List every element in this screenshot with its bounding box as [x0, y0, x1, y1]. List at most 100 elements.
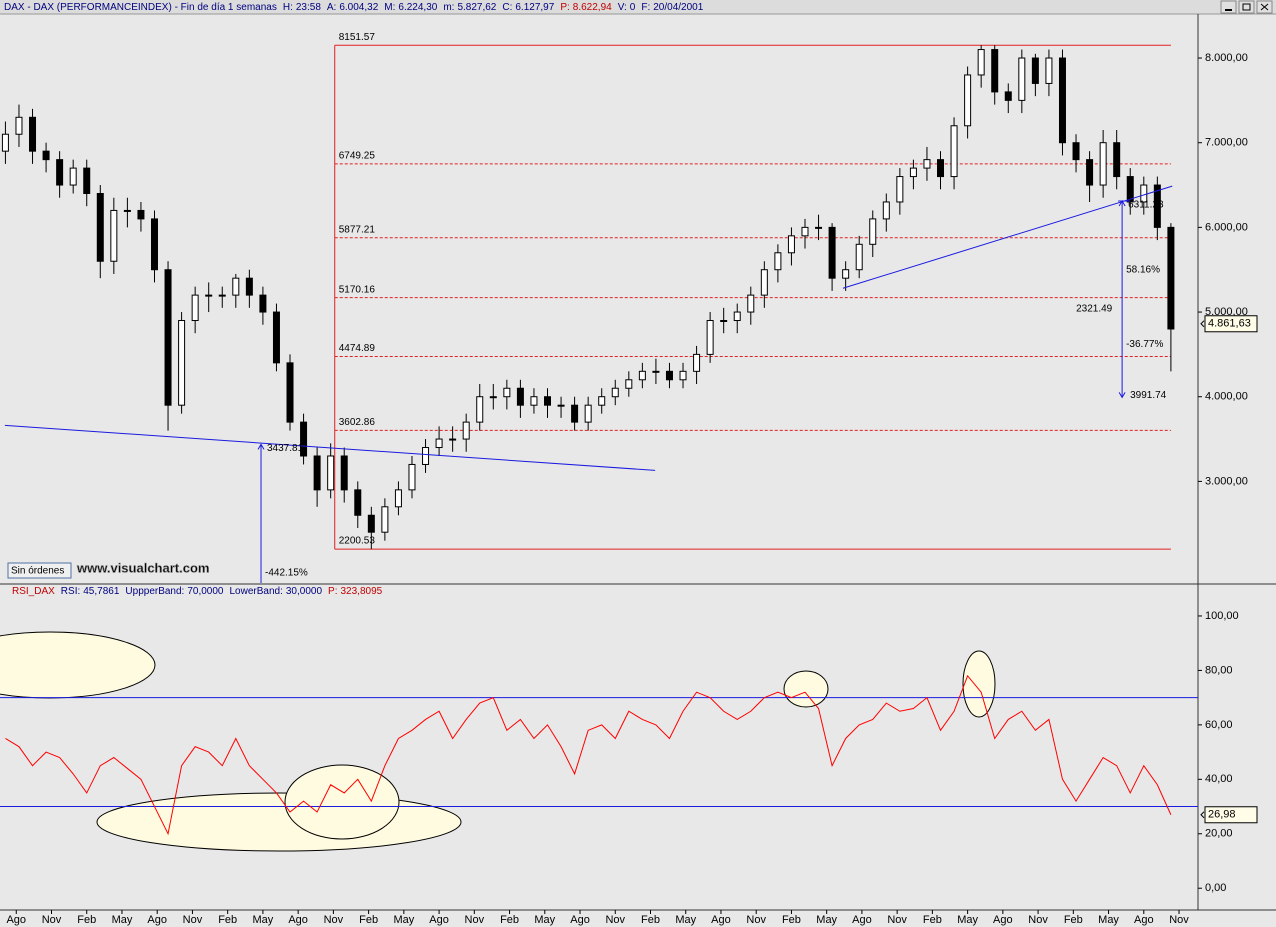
candle-body: [760, 269, 768, 296]
candle-body: [638, 370, 646, 381]
candle-body: [1126, 176, 1134, 203]
window-buttons: [1220, 0, 1273, 14]
fib-label: 8151.57: [339, 32, 376, 43]
candle-body: [598, 396, 606, 406]
restore-icon: [1242, 3, 1251, 11]
x-tick-label: Nov: [42, 914, 62, 926]
candle-body: [367, 514, 375, 533]
info-key: LowerBand:: [230, 586, 283, 597]
candle-body: [896, 176, 904, 203]
candle-body: [15, 116, 23, 135]
candle-body: [42, 150, 50, 161]
x-tick-label: Nov: [1169, 914, 1189, 926]
candle-body: [1113, 142, 1121, 178]
orders-button[interactable]: [7, 562, 72, 579]
candle-body: [611, 387, 619, 398]
x-tick-label: Feb: [77, 914, 96, 926]
minimize-button[interactable]: [1220, 0, 1237, 14]
trendline: [4, 424, 656, 471]
y-tick-label: 5.000,00: [1205, 306, 1248, 318]
info-value: 20/04/2001: [653, 2, 703, 13]
candle-body: [422, 447, 430, 465]
candle-body: [652, 370, 660, 373]
info-value: 323,8095: [340, 586, 382, 597]
candle-body: [733, 311, 741, 322]
measure-label: 2321.49: [1076, 304, 1113, 315]
x-tick-label: Nov: [183, 914, 203, 926]
x-tick-label: May: [675, 914, 696, 926]
info-key: UppperBand:: [125, 586, 184, 597]
candle-body: [435, 438, 443, 449]
candle-body: [476, 396, 484, 423]
candle-body: [178, 320, 186, 406]
candle-body: [340, 455, 348, 491]
candle-body: [408, 463, 416, 491]
candle-body: [909, 167, 917, 178]
candle-body: [96, 193, 104, 262]
header-bar: [0, 0, 1276, 14]
rsi-ellipses: [0, 631, 996, 852]
candle-body: [245, 277, 253, 296]
trendline: [842, 185, 1173, 289]
info-key: P:: [328, 586, 337, 597]
info-value: 6.224,30: [398, 2, 437, 13]
x-tick-label: Ago: [6, 914, 26, 926]
candle-body: [354, 489, 362, 516]
candle-body: [1018, 57, 1026, 101]
measure-label: -36.77%: [1126, 339, 1163, 350]
measure-arrow: [257, 443, 265, 450]
candle-body: [1072, 142, 1080, 161]
candle-body: [882, 201, 890, 220]
candle-body: [123, 209, 131, 212]
info-key: C:: [502, 2, 512, 13]
candle-body: [869, 218, 877, 245]
info-key: RSI:: [61, 586, 80, 597]
candle-body: [259, 294, 267, 313]
info-value: 6.004,32: [339, 2, 378, 13]
last-marker-box: [1204, 315, 1258, 333]
y-tick-label: 60,00: [1205, 719, 1233, 731]
candle-body: [1, 133, 9, 152]
candle-body: [1086, 159, 1094, 186]
restore-button[interactable]: [1238, 0, 1255, 14]
candle-body: [1140, 184, 1148, 203]
candle-body: [991, 49, 999, 93]
candle-body: [950, 125, 958, 178]
candle-body: [801, 226, 809, 237]
fib-label: 5877.21: [339, 224, 376, 235]
last-marker-arrow: [1200, 811, 1205, 819]
fib-label: 3602.86: [339, 417, 376, 428]
y-tick-label: 3.000,00: [1205, 475, 1248, 487]
candle-body: [150, 218, 158, 271]
fib-label: 4474.89: [339, 343, 376, 354]
candle-body: [313, 455, 321, 491]
watermark: www.visualchart.com: [76, 560, 209, 575]
info-key: F:: [641, 2, 650, 13]
x-tick-label: Feb: [1064, 914, 1083, 926]
highlight-ellipse: [783, 670, 829, 708]
candle-body: [1058, 57, 1066, 144]
x-tick-label: Nov: [887, 914, 907, 926]
highlight-ellipse: [962, 650, 996, 718]
candle-body: [83, 167, 91, 195]
x-tick-label: Ago: [570, 914, 590, 926]
y-tick-label: 40,00: [1205, 773, 1233, 785]
x-tick-label: Ago: [288, 914, 308, 926]
rsi-header-bar: [0, 584, 1276, 598]
x-tick-label: Ago: [993, 914, 1013, 926]
fib-label: 2200.53: [339, 536, 376, 547]
last-marker-label: 26,98: [1208, 809, 1236, 821]
candle-body: [964, 74, 972, 127]
y-tick-label: 0,00: [1205, 882, 1226, 894]
candle-body: [1031, 57, 1039, 84]
candle-body: [381, 506, 389, 533]
y-tick-label: 8.000,00: [1205, 52, 1248, 64]
x-tick-label: Nov: [324, 914, 344, 926]
candle-body: [191, 294, 199, 322]
y-tick-label: 80,00: [1205, 664, 1233, 676]
series-name: RSI_DAX: [12, 586, 55, 597]
info-key: M:: [384, 2, 395, 13]
x-tick-label: Feb: [218, 914, 237, 926]
